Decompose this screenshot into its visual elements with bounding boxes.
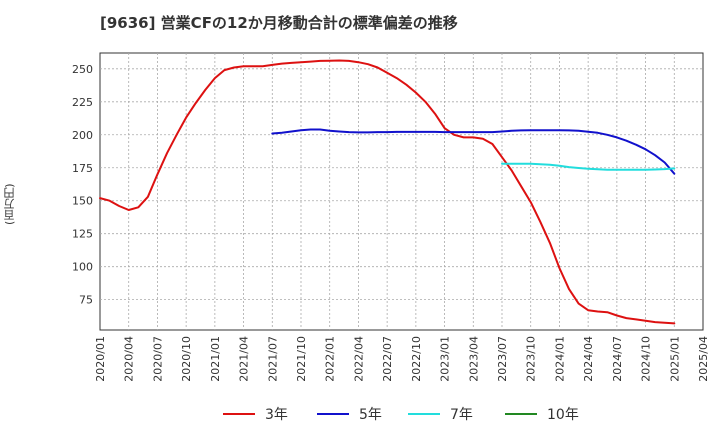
x-tick-label: 2022/04 xyxy=(352,336,365,382)
x-tick-label: 2020/01 xyxy=(94,336,107,382)
x-tick-label: 2021/10 xyxy=(295,336,308,382)
y-tick-label: 100 xyxy=(72,261,93,274)
x-tick-label: 2021/01 xyxy=(209,336,222,382)
plot-area xyxy=(99,52,704,331)
x-tick-label: 2020/04 xyxy=(123,336,136,382)
x-tick-label: 2024/07 xyxy=(611,336,624,382)
x-tick-label: 2024/01 xyxy=(553,336,566,382)
y-tick-label: 175 xyxy=(72,162,93,175)
x-tick-label: 2024/04 xyxy=(582,336,595,382)
x-tick-label: 2023/07 xyxy=(496,336,509,382)
x-tick-label: 2023/04 xyxy=(467,336,480,382)
x-tick-label: 2020/07 xyxy=(151,336,164,382)
x-tick-label: 2021/04 xyxy=(238,336,251,382)
series-line xyxy=(99,59,676,325)
y-tick-label: 225 xyxy=(72,96,93,109)
y-tick-label: 75 xyxy=(79,294,93,307)
x-tick-label: 2022/01 xyxy=(324,336,337,382)
y-tick-label: 250 xyxy=(72,63,93,76)
y-tick-label: 200 xyxy=(72,129,93,142)
x-tick-label: 2025/01 xyxy=(668,336,681,382)
y-tick-label: 150 xyxy=(72,195,93,208)
x-tick-label: 2020/10 xyxy=(180,336,193,382)
legend-label: 10年 xyxy=(547,407,579,423)
x-tick-label: 2025/04 xyxy=(697,336,710,382)
series-line xyxy=(271,128,676,175)
x-tick-label: 2021/07 xyxy=(266,336,279,382)
legend-label: 5年 xyxy=(359,407,382,423)
x-tick-label: 2024/10 xyxy=(640,336,653,382)
x-tick-label: 2023/01 xyxy=(439,336,452,382)
chart-title: [9636] 営業CFの12か月移動合計の標準偏差の推移 xyxy=(100,14,458,32)
legend-label: 3年 xyxy=(265,407,288,423)
x-tick-label: 2023/10 xyxy=(525,336,538,382)
x-tick-label: 2022/07 xyxy=(381,336,394,382)
y-tick-label: 125 xyxy=(72,228,93,241)
x-tick-label: 2022/10 xyxy=(410,336,423,382)
legend-label: 7年 xyxy=(450,407,473,423)
series-line xyxy=(501,162,676,171)
